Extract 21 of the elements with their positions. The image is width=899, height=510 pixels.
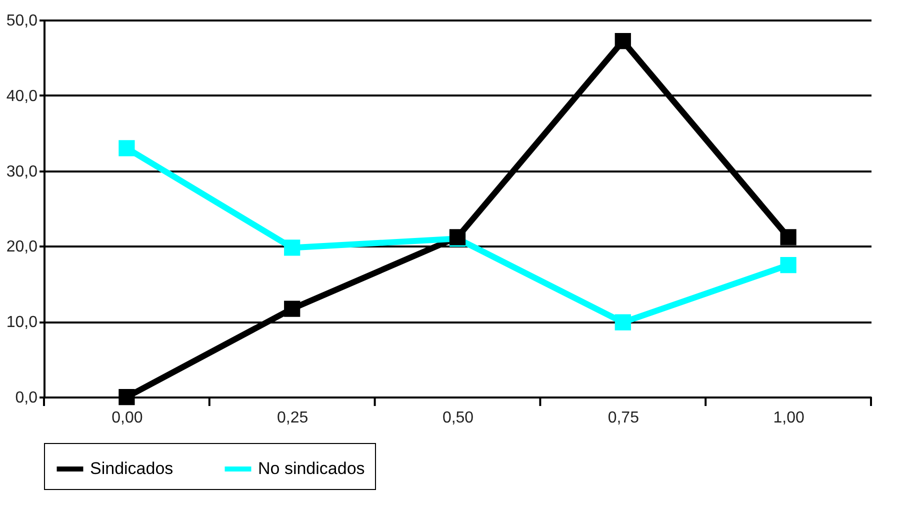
y-tick-label: 50,0 (6, 12, 38, 30)
y-tick-label: 30,0 (6, 163, 38, 180)
point (614, 33, 631, 50)
x-tick-label: 0,50 (442, 410, 474, 426)
x-tick-label: 0,75 (608, 410, 640, 426)
point (118, 388, 135, 406)
x-tick-label: 0,25 (277, 410, 308, 426)
point (780, 229, 796, 246)
point (118, 140, 135, 156)
y-tick-label: 20,0 (6, 238, 38, 256)
legend-label: Sindicados (90, 459, 174, 478)
y-tick-label: 10,0 (6, 314, 38, 332)
x-tick-label: 0,00 (112, 410, 143, 426)
point (284, 300, 300, 317)
point (614, 314, 631, 330)
y-tick-label: 0,0 (15, 390, 38, 406)
x-tick-label: 1,00 (773, 410, 804, 426)
point (284, 240, 300, 256)
point (780, 256, 796, 274)
y-tick-label: 40,0 (6, 88, 38, 105)
legend-label: No sindicados (258, 459, 365, 478)
